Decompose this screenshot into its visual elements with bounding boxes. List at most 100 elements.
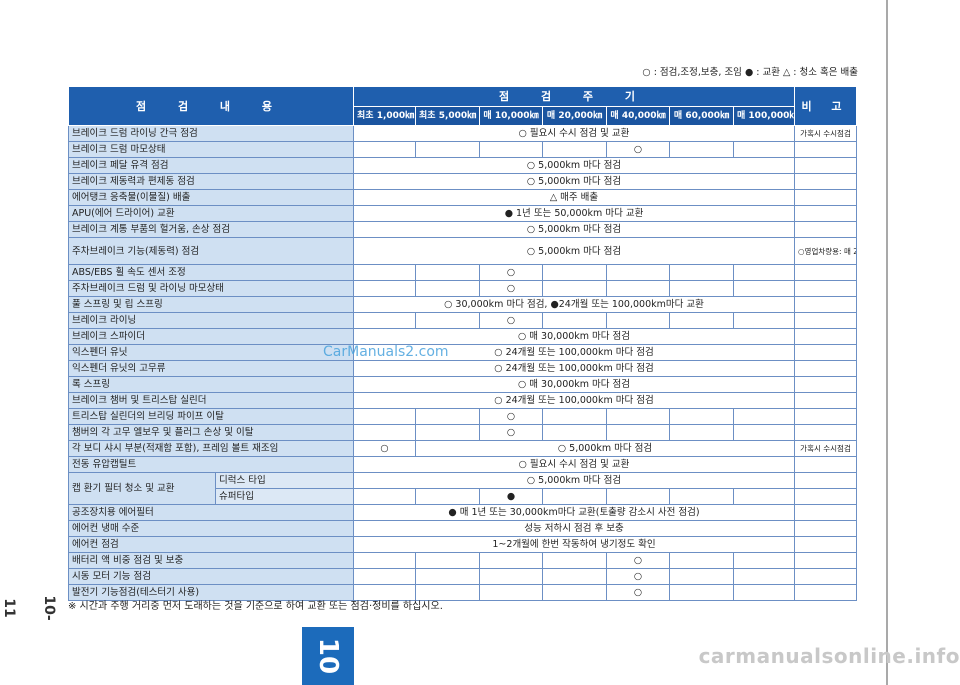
row-mark (732, 312, 796, 329)
row-mark: ○ (606, 584, 670, 601)
row-mark (353, 424, 416, 441)
row-mark (732, 408, 796, 425)
row-mark: ○ (479, 408, 543, 425)
row-remark (794, 488, 858, 505)
row-item: 트리스탑 실린더의 브리딩 파이프 이탈 (68, 408, 354, 425)
row-item: APU(에어 드라이어) 교환 (68, 205, 354, 222)
row-item: 시동 모터 기능 점검 (68, 568, 354, 585)
row-mark (606, 312, 670, 329)
row-remark (794, 584, 858, 601)
table-row: 브레이크 페달 유격 점검 ○ 5,000km 마다 점검 (68, 157, 858, 174)
row-remark (794, 157, 858, 174)
row-mark: ○ (353, 440, 416, 457)
watermark: CarManuals2.com (323, 344, 449, 360)
row-mark (353, 408, 416, 425)
row-mark (542, 568, 607, 585)
row-cycle: ○ 필요시 수시 점검 및 교환 (352, 125, 796, 142)
table-row: 발전기 기능점검(테스터기 사용) ○ (68, 584, 858, 601)
cab-filter-group: 캡 환기 필터 청소 및 교환 디럭스 타입 ○ 5,000km 마다 점검 슈… (68, 472, 858, 505)
row-item: 브레이크 제동력과 편제동 점검 (68, 173, 354, 190)
row-cycle: ○ 매 30,000km 마다 점검 (352, 328, 796, 345)
row-mark: ○ (606, 568, 670, 585)
row-mark (669, 584, 734, 601)
table-row: 공조장치용 에어필터 ● 매 1년 또는 30,000km마다 교환(토출량 감소… (68, 504, 858, 521)
row-mark (669, 408, 734, 425)
row-mark (732, 552, 796, 569)
row-mark (542, 552, 607, 569)
table-row: 브레이크 제동력과 편제동 점검 ○ 5,000km 마다 점검 (68, 173, 858, 190)
schedule-body-2: 공조장치용 에어필터 ● 매 1년 또는 30,000km마다 교환(토출량 감소… (68, 504, 858, 601)
table-row: 브레이크 드럼 마모상태 ○ (68, 141, 858, 158)
row-remark (794, 456, 858, 473)
row-cycle: 1~2개월에 한번 작동하여 냉기정도 확인 (352, 536, 796, 553)
row-mark (353, 488, 416, 505)
row-mark (669, 280, 734, 297)
row-mark (542, 584, 607, 601)
row-item: 에어탱크 응축물(이물질) 배출 (68, 189, 354, 206)
row-mark: ● (479, 488, 543, 505)
table-row: ABS/EBS 휠 속도 센서 조정 ○ (68, 264, 858, 281)
row-remark (794, 205, 858, 222)
row-cycle: ○ 매 30,000km 마다 점검 (352, 376, 796, 393)
row-remark (794, 344, 858, 361)
row-cycle: ● 1년 또는 50,000km 마다 교환 (352, 205, 796, 222)
page-number: 10-11 (1, 595, 57, 621)
row-remark (794, 173, 858, 190)
row-mark (479, 584, 543, 601)
footnote: ※ 시간과 주행 거리중 먼저 도래하는 것을 기준으로 하여 교환 또는 점검… (68, 601, 443, 612)
row-mark (353, 568, 416, 585)
row-mark (542, 141, 607, 158)
row-remark (794, 360, 858, 377)
row-item: 브레이크 라이닝 (68, 312, 354, 329)
row-mark: ○ (479, 264, 543, 281)
row-subitem: 슈퍼타입 (215, 488, 354, 505)
row-subitem: 디럭스 타입 (215, 472, 354, 489)
row-item: 발전기 기능점검(테스터기 사용) (68, 584, 354, 601)
row-mark (732, 584, 796, 601)
row-mark (415, 408, 480, 425)
row-item: 각 보디 샤시 부분(적재함 포함), 프레임 볼트 재조임 (68, 440, 354, 457)
table-row: 슈퍼타입 ● (69, 488, 858, 505)
row-item: 브레이크 스파이더 (68, 328, 354, 345)
header-item: 점 검 내 용 (68, 86, 354, 126)
row-mark (542, 408, 607, 425)
row-mark (732, 280, 796, 297)
row-remark (794, 189, 858, 206)
row-mark (732, 488, 796, 505)
row-remark (794, 424, 858, 441)
row-mark (542, 264, 607, 281)
row-cycle: ○ 30,000km 마다 점검, ●24개월 또는 100,000km마다 교… (352, 296, 796, 313)
row-mark (479, 141, 543, 158)
page-edge-line (886, 0, 888, 685)
table-row: 브레이크 스파이더 ○ 매 30,000km 마다 점검 (68, 328, 858, 345)
period-col: 최초 1,000㎞ (353, 106, 416, 126)
header-period: 점 검 주 기 (352, 86, 796, 107)
row-mark (732, 568, 796, 585)
period-col: 매 10,000㎞ (479, 106, 543, 126)
row-mark (732, 424, 796, 441)
row-item: 브레이크 드럼 라이닝 간극 점검 (68, 125, 354, 142)
row-remark (794, 504, 858, 521)
row-remark (794, 141, 858, 158)
row-mark (479, 568, 543, 585)
row-item: 에어컨 점검 (68, 536, 354, 553)
row-item: 공조장치용 에어필터 (68, 504, 354, 521)
row-remark: ○영업차량용: 매 2,000km (794, 237, 858, 265)
row-remark: 가혹시 수시점검 (794, 440, 858, 457)
row-mark: ○ (606, 141, 670, 158)
row-mark (353, 280, 416, 297)
symbol-legend: ○ : 점검,조정,보충, 조임 ● : 교환 △ : 청소 혹은 배출 (642, 67, 858, 78)
chapter-tab: 10 (302, 627, 354, 685)
period-col: 매 100,000㎞ (732, 106, 796, 126)
table-row: 익스펜더 유닛 ○ 24개월 또는 100,000km 마다 점검 (68, 344, 858, 361)
row-remark (794, 472, 858, 489)
row-mark (353, 312, 416, 329)
row-mark (669, 488, 734, 505)
table-row: 시동 모터 기능 점검 ○ (68, 568, 858, 585)
row-item: 록 스프링 (68, 376, 354, 393)
row-mark (479, 552, 543, 569)
row-remark (794, 552, 858, 569)
table-row: 브레이크 계통 부품의 헐거움, 손상 점검 ○ 5,000km 마다 점검 (68, 221, 858, 238)
row-mark (669, 424, 734, 441)
row-cycle: ○ 5,000km 마다 점검 (414, 440, 796, 457)
